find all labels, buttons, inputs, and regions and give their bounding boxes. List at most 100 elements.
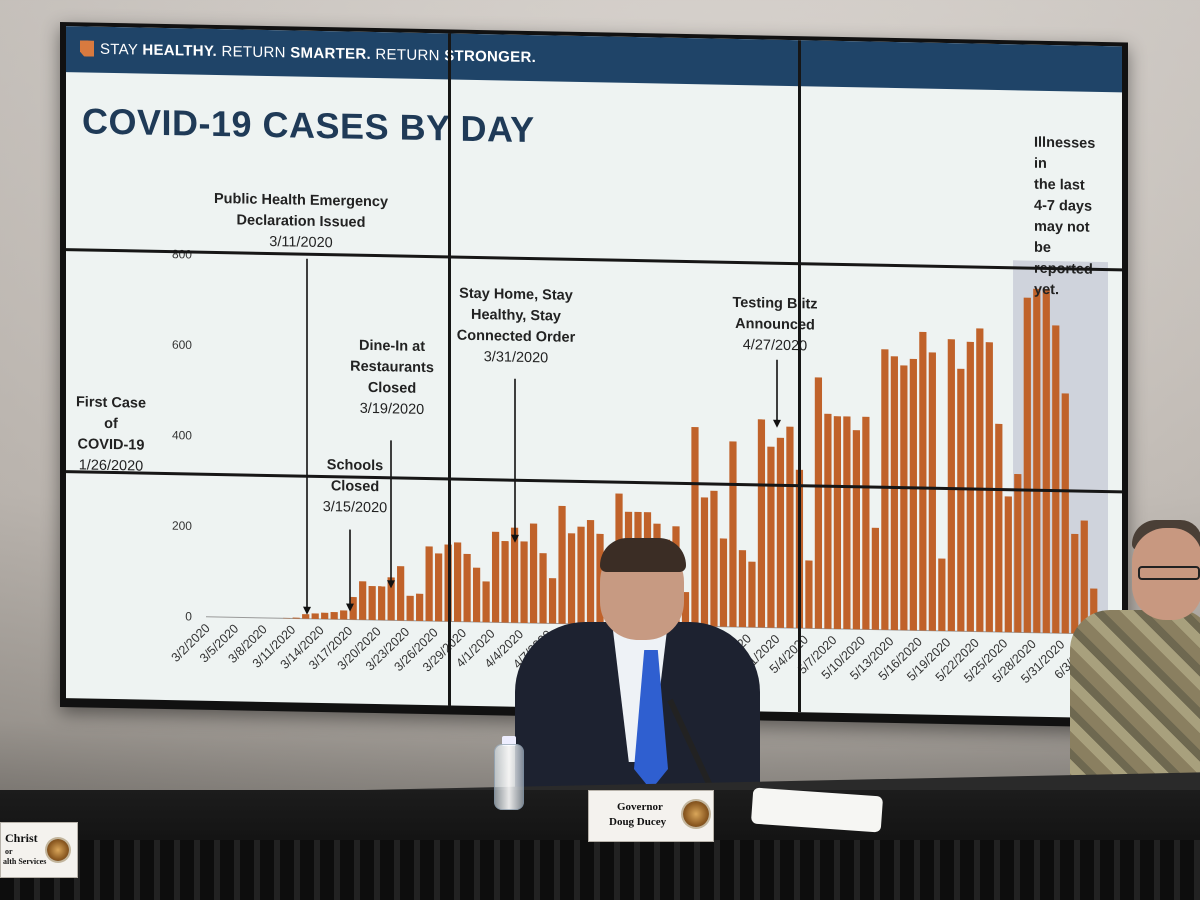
slide: STAY HEALTHY. RETURN SMARTER. RETURN STR… [66,26,1122,719]
bar [397,566,405,621]
bar [928,352,936,631]
bar [472,567,481,623]
bar [539,553,547,624]
officer-uniform [1070,610,1200,790]
bar [1061,393,1069,634]
bar [909,358,917,631]
bar [881,349,889,630]
bar [919,331,927,631]
bar [586,520,595,625]
bar [425,546,433,622]
bar [1033,288,1041,633]
officer-head [1132,528,1200,620]
placard-title: or [5,847,13,856]
annotation-first-case: First Case of COVID-19 1/26/2020 [75,394,147,475]
bar [567,533,576,624]
bar [387,577,395,621]
arrow-head [303,606,311,615]
bar [1014,473,1022,633]
state-seal-icon [683,801,709,827]
bar [738,550,747,628]
bar [463,553,471,622]
bar [302,614,310,619]
bar [995,423,1003,633]
bar [710,490,718,627]
water-bottle [494,744,524,810]
bar [548,578,557,624]
bar [833,416,842,629]
bar [378,586,386,621]
bar [1080,520,1088,634]
arrow-head [387,580,395,589]
bar [529,523,538,624]
arrow-head [773,419,781,428]
bar [510,527,519,623]
bar [890,356,898,631]
name-placard-governor: Governor Doug Ducey [588,790,714,842]
bar [416,593,424,621]
bar [767,446,775,628]
annotation-schools-closed: Schools Closed 3/15/2020 [322,457,388,517]
annotation-stay-home-order: Stay Home, Stay Healthy, Stay Connected Or… [456,285,576,367]
bar [976,328,984,632]
bar [852,430,860,630]
bar [805,560,813,629]
bar [368,585,376,621]
governor-hair [600,538,686,572]
bar [947,339,955,632]
bar [311,613,319,619]
bar [292,617,300,619]
screen-seam [798,40,801,713]
bar [340,610,348,620]
bar [862,416,870,630]
bar [491,531,500,623]
bar [1052,325,1060,634]
y-tick-label: 0 [185,609,192,623]
bar [719,538,728,627]
placard-title: Governor [617,801,663,813]
bar [330,611,338,620]
bar [321,612,329,620]
bar [871,527,879,630]
bar [577,526,585,625]
bar [482,581,490,623]
bar [814,377,823,629]
screen-seam [448,33,451,706]
bar [520,541,528,623]
bar [700,497,709,627]
annotation-testing-blitz: Testing Blitz Announced 4/27/2020 [732,294,818,355]
cases-bar-chart: 02004006008003/2/20203/5/20203/8/20203/1… [169,247,1108,686]
bar [957,368,965,632]
bar [501,541,509,623]
arrow-head [511,534,519,543]
bar [558,505,566,624]
name-placard-left: Christ or alth Services [0,822,78,878]
bar [1004,496,1012,633]
bar [1042,288,1050,634]
bar [786,426,794,629]
bar [1071,533,1079,634]
bar [1023,297,1031,633]
bottle-cap [502,736,516,746]
bar [776,437,785,628]
bar [900,365,908,631]
bar [843,416,851,630]
arrow-head [346,603,354,612]
bar [283,617,291,619]
y-tick-label: 400 [172,428,192,442]
bar [729,441,737,627]
bar [349,596,357,620]
table-skirt [0,840,1200,900]
y-tick-label: 200 [172,519,192,533]
bar [454,542,462,622]
bar [691,427,699,627]
bar [359,581,367,620]
bar [824,413,832,629]
glasses [1138,566,1200,580]
placard-department: alth Services [3,857,47,866]
placard-name: Christ [5,831,38,845]
state-seal-icon [47,839,69,861]
bar [748,561,756,628]
